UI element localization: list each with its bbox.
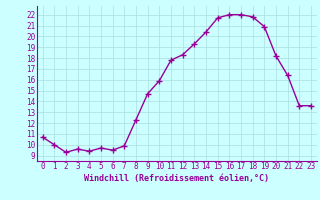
X-axis label: Windchill (Refroidissement éolien,°C): Windchill (Refroidissement éolien,°C) xyxy=(84,174,269,183)
